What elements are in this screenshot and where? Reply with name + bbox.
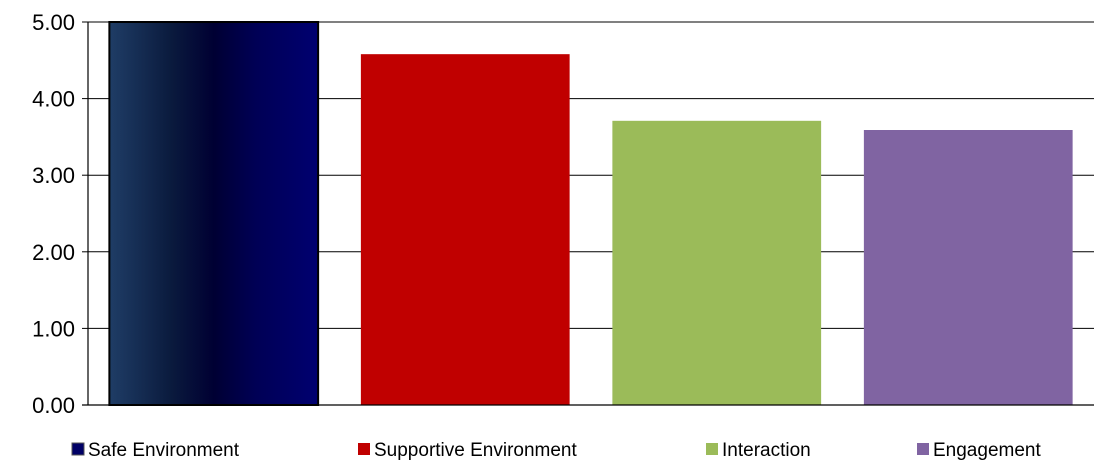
y-tick-label: 5.00 (32, 10, 75, 35)
bar-interaction (612, 120, 822, 406)
bar-engagement (863, 130, 1073, 406)
legend-swatch (71, 442, 85, 456)
legend-label: Supportive Environment (374, 440, 577, 461)
y-tick-label: 2.00 (32, 240, 75, 265)
y-tick-label: 3.00 (32, 163, 75, 188)
bar-safe-environment (108, 21, 320, 406)
bars (108, 21, 1073, 406)
legend-swatch (706, 443, 718, 455)
bar-supportive-environment (360, 54, 570, 406)
legend-swatch (917, 443, 929, 455)
y-tick-label: 4.00 (32, 87, 75, 112)
legend: Safe Environment Supportive Environment In… (71, 440, 1041, 461)
legend-label: Safe Environment (88, 440, 240, 461)
y-axis-ticks: 0.00 1.00 2.00 3.00 4.00 5.00 (32, 10, 88, 418)
y-tick-label: 1.00 (32, 316, 75, 341)
legend-swatch (358, 443, 370, 455)
y-tick-label: 0.00 (32, 393, 75, 418)
legend-label: Engagement (933, 440, 1041, 461)
legend-label: Interaction (722, 440, 811, 461)
